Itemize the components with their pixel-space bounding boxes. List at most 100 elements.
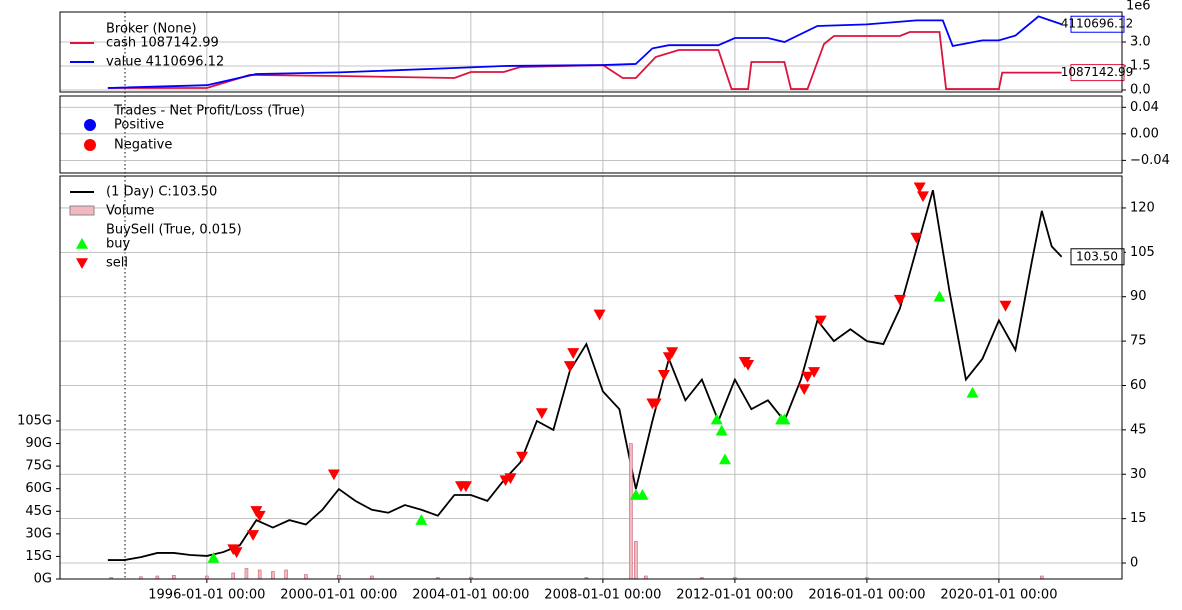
panel-frame [59,175,1123,580]
end-label: 1087142.99 [1061,65,1134,79]
volume-bar [629,443,633,580]
y-tick-label: 0.04 [1130,100,1159,115]
y-tick-label: 0 [1130,556,1138,571]
sell-marker [327,469,340,481]
buy-marker [933,290,946,302]
legend-label: Positive [114,118,164,133]
volume-bar [244,568,249,580]
legend-label: value 4110696.12 [106,55,224,70]
sell-marker [808,367,821,378]
buy-marker [718,453,731,465]
sell-marker [253,510,266,522]
sell-marker [593,309,606,321]
y-tick-label: 120 [1130,200,1155,215]
volume-bar [231,572,236,580]
x-tick-label: 2000-01-01 00:00 [280,588,397,603]
sell-marker [657,370,670,381]
sell-marker [999,300,1012,312]
end-label: 4110696.12 [1061,17,1134,31]
legend-swatch [84,139,96,151]
sell-marker [247,530,260,541]
y2-tick-label: 105G [17,413,52,428]
x-tick-label: 2016-01-01 00:00 [808,588,925,603]
buy-marker [710,413,723,425]
sell-marker [666,347,679,359]
sell-marker [916,191,929,203]
sell-marker [814,315,827,327]
legend-label: buy [106,237,130,252]
y2-tick-label: 75G [25,459,52,474]
x-tick-label: 2004-01-01 00:00 [412,588,529,603]
legend-title: Trades - Net Profit/Loss (True) [113,104,305,119]
sell-marker [798,384,811,396]
line-series [107,15,1062,89]
x-tick-label: 2020-01-01 00:00 [940,588,1057,603]
y-tick-label: 0.00 [1130,126,1159,141]
y-tick-label: 30 [1130,467,1147,482]
sell-marker [649,398,662,410]
legend-label: (1 Day) C:103.50 [106,185,217,200]
x-tick-label: 2008-01-01 00:00 [544,588,661,603]
y2-tick-label: 15G [25,549,52,564]
x-tick-label: 2012-01-01 00:00 [676,588,793,603]
sell-marker [742,359,755,371]
y-tick-label: 105 [1130,245,1155,260]
sell-marker [893,294,906,306]
legend-swatch [84,119,96,131]
x-tick-label: 1996-01-01 00:00 [148,588,265,603]
buy-marker [636,488,649,500]
legend-label: Negative [114,138,172,153]
sell-marker [459,481,472,493]
line-series [107,189,1063,561]
panel-frame [59,95,1123,174]
buy-marker [715,424,728,436]
y-tick-label: 3.0 [1130,35,1151,50]
sell-marker [910,232,923,244]
legend-title: Broker (None) [106,22,197,37]
y-tick-label: 90 [1130,289,1147,304]
volume-bar [271,571,275,580]
legend-label: Volume [106,204,154,219]
y-tick-label: 60 [1130,378,1147,393]
y-tick-label: 0.0 [1130,83,1151,98]
volume-bar [284,569,288,580]
end-label-box [1070,64,1125,82]
volume-bar [172,574,176,580]
legend-swatch [76,238,88,249]
volume-bar [337,574,341,580]
legend-group-title: BuySell (True, 0.015) [106,223,242,238]
y-tick-label: 1.5 [1130,59,1151,74]
sell-marker [801,371,814,383]
axis-offset-label: 1e6 [1126,0,1151,14]
legend-swatch [69,205,95,216]
panel-frame [59,11,1123,93]
end-label: 103.50 [1076,249,1118,263]
y2-tick-label: 0G [34,572,52,587]
legend-swatch [76,258,88,269]
volume-bar [257,569,262,580]
sell-marker [563,361,576,372]
buy-marker [207,551,220,563]
y-tick-label: 15 [1130,511,1147,526]
y-tick-label: 75 [1130,334,1147,349]
end-label-box [1070,15,1125,33]
sell-marker [567,348,580,359]
y2-tick-label: 90G [25,436,52,451]
y2-tick-label: 60G [25,481,52,496]
legend-label: sell [106,256,128,271]
sell-marker [913,182,926,194]
buy-marker [966,386,979,398]
sell-marker [230,547,243,559]
sell-marker [504,473,517,485]
volume-bar [304,574,308,580]
y2-tick-label: 30G [25,526,52,541]
sell-marker [516,451,529,463]
legend-label: cash 1087142.99 [106,36,219,51]
sell-marker [535,408,548,420]
y-tick-label: 45 [1130,422,1147,437]
buy-marker [415,514,428,525]
y-tick-label: −0.04 [1130,153,1170,168]
line-series [107,31,1062,90]
